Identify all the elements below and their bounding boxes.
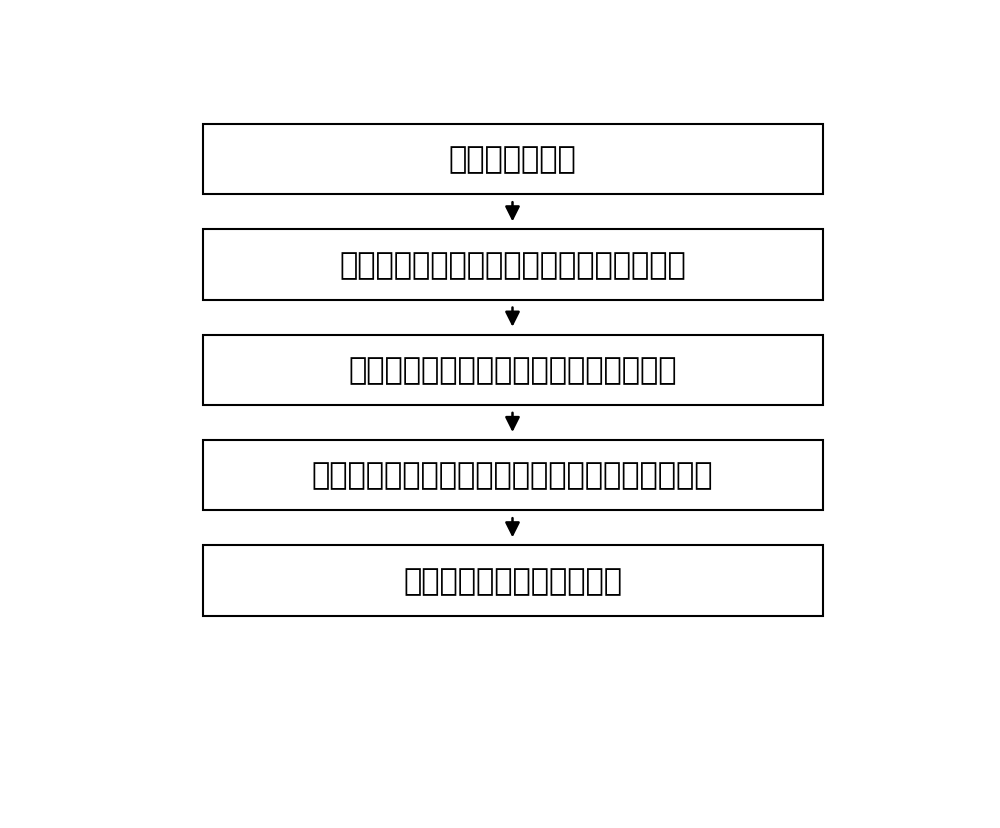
FancyBboxPatch shape <box>202 546 822 616</box>
Text: 使用加速模型进行寿命外推: 使用加速模型进行寿命外推 <box>403 566 622 595</box>
FancyBboxPatch shape <box>202 230 822 301</box>
FancyBboxPatch shape <box>202 335 822 406</box>
Text: 试验数据预处理: 试验数据预处理 <box>449 146 576 175</box>
FancyBboxPatch shape <box>202 440 822 511</box>
Text: 取百分位值进行退化建模并根据阈值得到加速寿命: 取百分位值进行退化建模并根据阈值得到加速寿命 <box>312 461 713 490</box>
Text: 使用变异系数保持不变的条件修正标准差: 使用变异系数保持不变的条件修正标准差 <box>348 356 677 385</box>
Text: 对各个加速应力下的容量数据进行保序回归: 对各个加速应力下的容量数据进行保序回归 <box>339 251 686 280</box>
FancyBboxPatch shape <box>202 125 822 195</box>
